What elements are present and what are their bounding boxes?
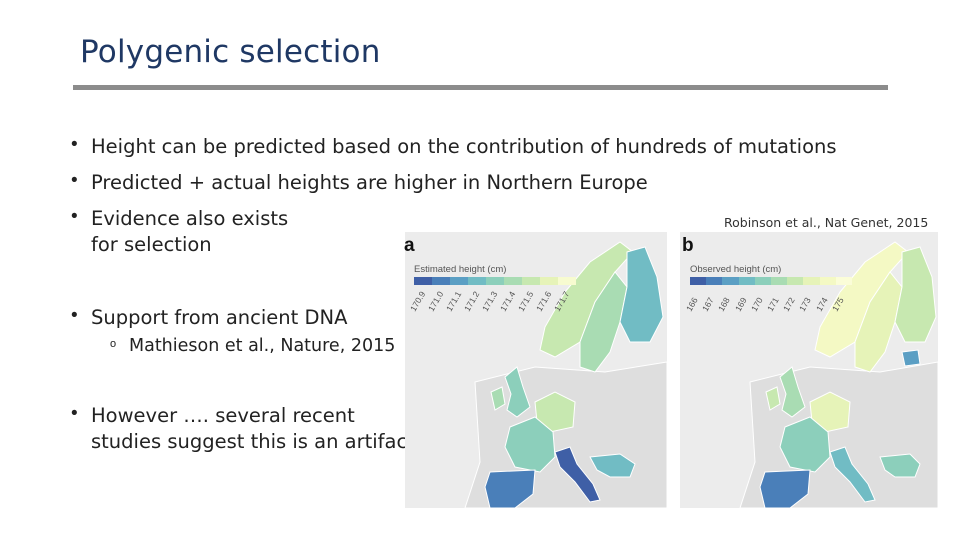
legend-b-color-bar: [690, 277, 853, 285]
legend-swatch: [722, 277, 739, 285]
legend-swatch: [414, 277, 432, 285]
iberia-region: [759, 469, 811, 508]
italy-region: [554, 446, 601, 503]
europe-map-a: [464, 241, 667, 508]
europe-map-b: [739, 241, 938, 508]
sub-bullet-text: Mathieson et al., Nature, 2015: [129, 336, 396, 356]
legend-swatch: [432, 277, 450, 285]
bullet-text-line2: for selection: [91, 233, 212, 256]
legend-swatch: [558, 277, 576, 285]
bullet-marker: •: [71, 403, 78, 424]
legend-swatch: [706, 277, 723, 285]
legend-swatch: [486, 277, 504, 285]
bullet-text: Predicted + actual heights are higher in…: [91, 171, 648, 194]
finland-region: [894, 246, 937, 343]
legend-swatch: [787, 277, 804, 285]
legend-a-color-bar: [414, 277, 576, 285]
legend-swatch: [771, 277, 788, 285]
iberia-region: [484, 469, 536, 508]
legend-swatch: [738, 277, 755, 285]
bullet-text: However …. several recent: [91, 404, 355, 427]
legend-swatch: [522, 277, 540, 285]
legend-swatch: [540, 277, 558, 285]
slide-title: Polygenic selection: [80, 34, 381, 70]
sweden-region: [854, 271, 903, 373]
legend-swatch: [690, 277, 707, 285]
finland-region: [619, 246, 664, 343]
sweden-region: [579, 271, 628, 373]
legend-a-title: Estimated height (cm): [414, 264, 507, 275]
italy-region: [829, 446, 876, 503]
title-rule: [73, 85, 888, 90]
balkans-region: [879, 453, 921, 478]
legend-b-title: Observed height (cm): [690, 264, 782, 275]
bullet-text: Height can be predicted based on the con…: [91, 135, 837, 158]
legend-swatch: [754, 277, 772, 285]
ireland-region: [490, 386, 506, 411]
legend-swatch: [803, 277, 820, 285]
legend-swatch: [468, 277, 486, 285]
balkans-region: [589, 453, 636, 478]
france-region: [779, 416, 831, 473]
bullet-marker: •: [71, 206, 78, 227]
uk-region: [779, 366, 806, 418]
ireland-region: [765, 386, 781, 411]
legend-swatch: [504, 277, 522, 285]
bullet-text: Support from ancient DNA: [91, 306, 348, 329]
bullet-marker: •: [71, 305, 78, 326]
bullet-marker: •: [71, 134, 78, 155]
legend-swatch: [819, 277, 836, 285]
panel-b-letter: b: [682, 235, 694, 256]
bullet-marker: •: [71, 170, 78, 191]
france-region: [504, 416, 556, 473]
legend-swatch: [450, 277, 468, 285]
citation: Robinson et al., Nat Genet, 2015: [724, 215, 929, 230]
bullet-text-line2: studies suggest this is an artifact: [91, 430, 415, 453]
baltic-region: [901, 349, 921, 367]
panel-a-letter: a: [404, 235, 415, 256]
uk-region: [504, 366, 531, 418]
legend-swatch: [835, 277, 853, 285]
sub-bullet-marker: o: [110, 338, 117, 350]
bullet-text: Evidence also exists: [91, 207, 289, 230]
